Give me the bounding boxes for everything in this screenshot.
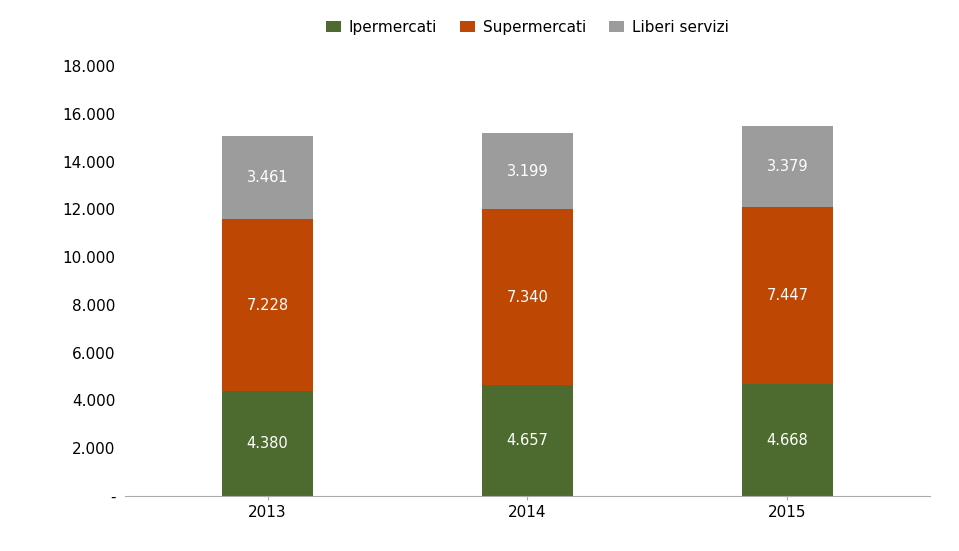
Text: 3.379: 3.379 <box>766 159 808 174</box>
Legend: Ipermercati, Supermercati, Liberi servizi: Ipermercati, Supermercati, Liberi serviz… <box>319 14 736 41</box>
Bar <box>482 385 573 496</box>
Text: 3.199: 3.199 <box>506 164 549 179</box>
Bar <box>742 207 832 385</box>
Text: 7.340: 7.340 <box>506 290 549 305</box>
Bar <box>222 391 313 496</box>
Bar <box>222 219 313 391</box>
Bar <box>482 209 573 385</box>
Text: 4.668: 4.668 <box>766 433 808 447</box>
Text: 4.380: 4.380 <box>246 436 289 451</box>
Text: 4.657: 4.657 <box>506 433 549 448</box>
Bar <box>482 133 573 209</box>
Bar <box>222 136 313 219</box>
Text: 3.461: 3.461 <box>246 170 289 185</box>
Bar <box>742 385 832 496</box>
Text: 7.447: 7.447 <box>766 288 808 303</box>
Text: 7.228: 7.228 <box>246 298 289 312</box>
Bar <box>742 126 832 207</box>
